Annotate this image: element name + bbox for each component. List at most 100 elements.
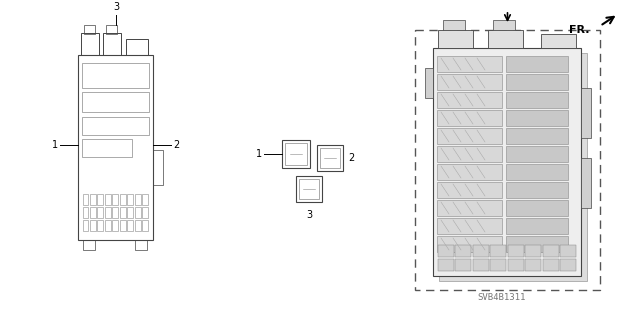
Bar [135, 240, 147, 250]
Bar [506, 92, 568, 108]
Bar [560, 244, 576, 257]
Bar [439, 53, 587, 281]
Bar [83, 206, 88, 218]
Bar [543, 258, 559, 271]
Bar [127, 194, 133, 205]
Bar [455, 244, 471, 257]
Text: SVB4B1311: SVB4B1311 [478, 293, 526, 302]
Bar [90, 219, 96, 231]
Bar [78, 55, 153, 240]
Bar [490, 244, 506, 257]
Bar [105, 194, 111, 205]
Bar [541, 34, 576, 48]
Bar [455, 258, 471, 271]
Bar [508, 244, 524, 257]
Bar [127, 219, 133, 231]
Bar [437, 110, 502, 126]
Bar [490, 258, 506, 271]
Bar [127, 206, 133, 218]
Bar [82, 92, 149, 112]
Bar [296, 176, 322, 202]
Bar [472, 244, 488, 257]
Bar [82, 63, 149, 88]
Bar [506, 164, 568, 180]
Bar [282, 140, 310, 168]
Bar [437, 164, 502, 180]
Bar [299, 179, 319, 199]
Bar [506, 182, 568, 198]
Bar [105, 206, 111, 218]
Bar [543, 244, 559, 257]
Bar [437, 218, 502, 234]
Bar [443, 20, 465, 30]
Bar [506, 56, 568, 72]
Bar [120, 194, 125, 205]
Bar [285, 143, 307, 165]
Bar [437, 200, 502, 216]
Bar [83, 240, 95, 250]
Bar [438, 30, 473, 48]
Bar [437, 74, 502, 90]
Bar [106, 25, 117, 34]
Bar [506, 146, 568, 162]
Bar [508, 258, 524, 271]
Bar [83, 194, 88, 205]
Text: FR.: FR. [570, 25, 590, 35]
Bar [81, 33, 99, 55]
Bar [437, 92, 502, 108]
Text: 3: 3 [113, 2, 119, 12]
Bar [525, 258, 541, 271]
Bar [97, 219, 103, 231]
Bar [437, 236, 502, 252]
Bar [493, 20, 515, 30]
Text: 3: 3 [306, 210, 312, 220]
Bar [506, 74, 568, 90]
Bar [134, 194, 141, 205]
Bar [83, 219, 88, 231]
Text: 1: 1 [52, 140, 58, 150]
Bar [90, 206, 96, 218]
Bar [142, 206, 148, 218]
Bar [82, 117, 149, 135]
Bar [506, 110, 568, 126]
Bar [581, 88, 591, 138]
Bar [581, 158, 591, 208]
Bar [134, 219, 141, 231]
Bar [112, 219, 118, 231]
Bar [438, 258, 454, 271]
Text: 2: 2 [348, 153, 355, 163]
Bar [90, 194, 96, 205]
Bar [112, 194, 118, 205]
Bar [437, 146, 502, 162]
Bar [506, 200, 568, 216]
Bar [120, 219, 125, 231]
Bar [134, 206, 141, 218]
Bar [120, 206, 125, 218]
Text: 2: 2 [173, 140, 179, 150]
Bar [317, 145, 343, 171]
Bar [103, 33, 121, 55]
Text: 1: 1 [256, 149, 262, 159]
Bar [506, 236, 568, 252]
Bar [84, 25, 95, 34]
Bar [153, 150, 163, 185]
Bar [488, 30, 523, 48]
Bar [433, 48, 581, 276]
Bar [97, 194, 103, 205]
Bar [320, 148, 340, 168]
Bar [105, 219, 111, 231]
Bar [97, 206, 103, 218]
Bar [506, 128, 568, 144]
Bar [437, 56, 502, 72]
Bar [560, 258, 576, 271]
Bar [525, 244, 541, 257]
Bar [142, 219, 148, 231]
Bar [425, 68, 433, 98]
Bar [142, 194, 148, 205]
Text: B-13-10: B-13-10 [480, 0, 535, 2]
Bar [126, 39, 148, 55]
Bar [82, 139, 132, 157]
Bar [472, 258, 488, 271]
Bar [437, 182, 502, 198]
Bar [438, 244, 454, 257]
